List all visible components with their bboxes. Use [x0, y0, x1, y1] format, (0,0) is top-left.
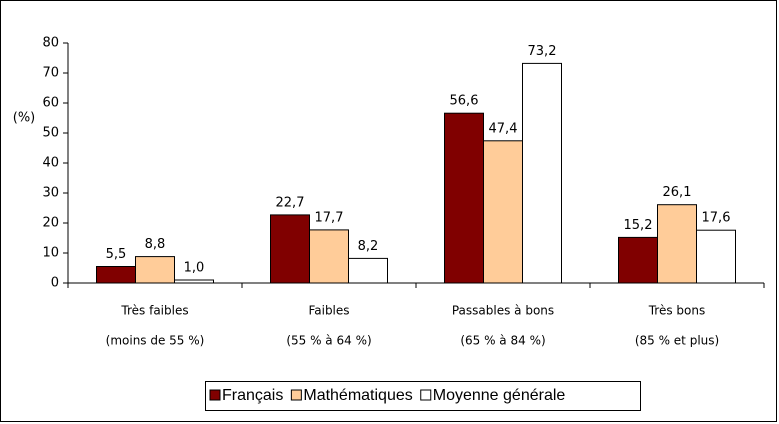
x-tick-label: (55 % à 64 %)	[286, 334, 371, 348]
bar	[696, 229, 736, 284]
x-tick-label: Très faibles	[120, 304, 188, 318]
legend-swatch	[420, 389, 432, 401]
legend-label: Français	[222, 387, 283, 404]
y-axis-label: (%)	[13, 111, 36, 126]
value-label: 1,0	[184, 261, 205, 276]
legend-label: Mathématiques	[303, 387, 412, 404]
bar	[135, 256, 175, 284]
bar	[348, 257, 388, 284]
y-tick-label: 60	[42, 96, 59, 111]
value-label: 17,7	[315, 210, 344, 225]
value-label: 26,1	[663, 185, 692, 200]
bar	[444, 112, 484, 284]
value-label: 5,5	[106, 247, 127, 262]
legend-swatch	[209, 389, 221, 401]
x-tick-label: (85 % et plus)	[635, 334, 719, 348]
x-tick-label: (moins de 55 %)	[106, 334, 205, 348]
bar	[618, 236, 658, 284]
bar	[174, 279, 214, 284]
y-tick-label: 70	[42, 66, 59, 81]
bar	[522, 62, 562, 284]
y-tick-label: 10	[42, 246, 59, 261]
value-label: 73,2	[528, 44, 557, 59]
x-tick-label: (65 % à 84 %)	[460, 334, 545, 348]
x-tick-label: Faibles	[308, 304, 349, 318]
y-tick-label: 30	[42, 186, 59, 201]
bar	[96, 266, 136, 284]
value-label: 15,2	[624, 218, 653, 233]
y-tick-label: 40	[42, 156, 59, 171]
x-tick-label: Très bons	[648, 304, 706, 318]
legend-swatch	[290, 389, 302, 401]
bar	[309, 229, 349, 284]
bar	[657, 204, 697, 284]
y-tick-label: 20	[42, 216, 59, 231]
value-label: 8,2	[358, 239, 379, 254]
x-tick-label: Passables à bons	[452, 304, 554, 318]
bar	[483, 140, 523, 284]
value-label: 22,7	[276, 195, 305, 210]
y-tick-label: 50	[42, 126, 59, 141]
value-label: 56,6	[450, 94, 479, 109]
value-label: 8,8	[145, 237, 166, 252]
value-label: 17,6	[702, 211, 731, 226]
legend-label: Moyenne générale	[433, 387, 566, 404]
bar	[270, 214, 310, 284]
value-label: 47,4	[489, 121, 518, 136]
y-tick-label: 0	[51, 276, 59, 291]
y-tick-label: 80	[42, 36, 59, 51]
